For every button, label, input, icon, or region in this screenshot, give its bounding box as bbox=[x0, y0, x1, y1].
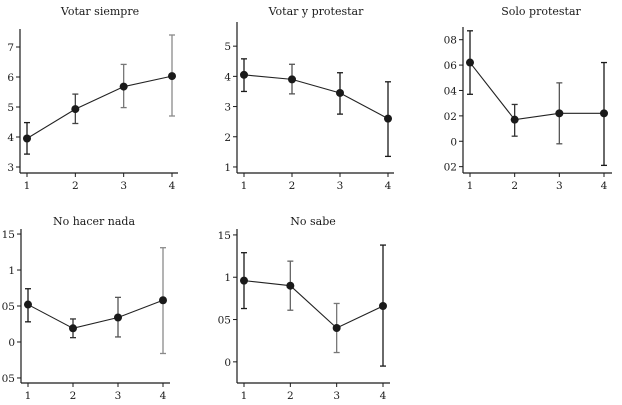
y-tick-label: 05 bbox=[218, 315, 231, 327]
x-tick-label: 4 bbox=[169, 180, 176, 192]
y-tick-label: 0 bbox=[450, 136, 457, 148]
data-point bbox=[159, 296, 167, 305]
x-tick-label: 4 bbox=[601, 180, 608, 192]
y-tick-label: 4 bbox=[7, 132, 14, 144]
y-tick-label: 6 bbox=[7, 72, 14, 84]
panel-title: No sabe bbox=[290, 215, 336, 228]
y-tick-label: 4 bbox=[224, 71, 231, 83]
panel-4: No hacer nada 05 0 05 1 15 1 2 3 4 bbox=[2, 215, 170, 402]
y-tick-label: 05 bbox=[2, 373, 15, 385]
x-tick-label: 2 bbox=[72, 180, 79, 192]
y-tick-label: 02 bbox=[444, 111, 457, 123]
data-point bbox=[332, 324, 341, 332]
x-tick-label: 1 bbox=[241, 390, 248, 402]
data-point bbox=[69, 324, 77, 333]
x-tick-label: 1 bbox=[24, 180, 31, 192]
y-tick-label: 02 bbox=[444, 162, 457, 174]
x-tick-label: 3 bbox=[120, 180, 127, 192]
y-tick-label: 1 bbox=[224, 162, 231, 174]
y-tick-label: 06 bbox=[444, 60, 458, 72]
x-tick-label: 2 bbox=[289, 180, 296, 192]
series-line bbox=[26, 75, 173, 139]
x-tick-label: 4 bbox=[160, 390, 167, 402]
data-point bbox=[114, 313, 122, 322]
y-tick-label: 1 bbox=[8, 265, 15, 277]
y-tick-label: 3 bbox=[7, 162, 14, 174]
data-point bbox=[119, 82, 128, 91]
y-tick-label: 7 bbox=[7, 42, 14, 54]
y-tick-label: 5 bbox=[7, 102, 14, 114]
data-point bbox=[384, 114, 392, 123]
panel-title: Votar siempre bbox=[60, 5, 139, 18]
data-point bbox=[240, 276, 248, 285]
data-point bbox=[466, 58, 474, 67]
data-point bbox=[168, 72, 176, 81]
y-tick-label: 3 bbox=[224, 102, 231, 114]
series-line bbox=[27, 299, 164, 329]
panel-1: Votar siempre 3 4 5 6 7 1 2 3 4 bbox=[7, 5, 178, 192]
x-tick-label: 3 bbox=[337, 180, 344, 192]
x-tick-label: 3 bbox=[115, 390, 122, 402]
x-tick-label: 2 bbox=[511, 180, 518, 192]
y-tick-label: 08 bbox=[444, 35, 457, 47]
data-point bbox=[510, 115, 519, 124]
y-tick-label: 04 bbox=[444, 85, 458, 97]
data-point bbox=[288, 75, 296, 84]
y-tick-label: 0 bbox=[224, 357, 231, 369]
data-point bbox=[23, 134, 31, 143]
y-tick-label: 2 bbox=[224, 132, 231, 144]
panel-title: Votar y protestar bbox=[268, 5, 364, 18]
x-tick-label: 2 bbox=[287, 390, 294, 402]
panel-2: Votar y protestar 1 2 3 4 5 1 2 3 4 bbox=[224, 5, 394, 192]
x-tick-label: 1 bbox=[467, 180, 474, 192]
x-tick-label: 3 bbox=[333, 390, 340, 402]
x-tick-label: 1 bbox=[241, 180, 248, 192]
panel-title: No hacer nada bbox=[53, 215, 135, 228]
data-point bbox=[379, 302, 387, 310]
data-point bbox=[336, 88, 344, 97]
y-tick-label: 05 bbox=[2, 301, 15, 313]
y-tick-label: 5 bbox=[224, 41, 231, 53]
x-tick-label: 4 bbox=[380, 390, 387, 402]
data-point bbox=[24, 300, 32, 309]
data-point bbox=[600, 109, 608, 118]
x-tick-label: 2 bbox=[70, 390, 77, 402]
panel-3: Solo protestar 02 0 02 04 06 08 1 2 3 4 bbox=[444, 5, 612, 192]
y-tick-label: 0 bbox=[8, 337, 15, 349]
series-line bbox=[243, 280, 384, 329]
data-point bbox=[71, 105, 80, 114]
panel-title: Solo protestar bbox=[501, 5, 581, 18]
panel-5: No sabe 0 05 1 15 1 2 3 4 bbox=[218, 215, 390, 402]
data-point bbox=[286, 281, 295, 290]
y-tick-label: 15 bbox=[2, 229, 15, 241]
series-line bbox=[243, 74, 389, 120]
x-tick-label: 1 bbox=[25, 390, 32, 402]
y-tick-label: 15 bbox=[218, 230, 231, 242]
data-point bbox=[555, 109, 564, 118]
x-tick-label: 4 bbox=[385, 180, 392, 192]
y-tick-label: 1 bbox=[224, 272, 231, 284]
x-tick-label: 3 bbox=[556, 180, 563, 192]
data-point bbox=[240, 70, 248, 79]
series-line bbox=[469, 62, 604, 121]
